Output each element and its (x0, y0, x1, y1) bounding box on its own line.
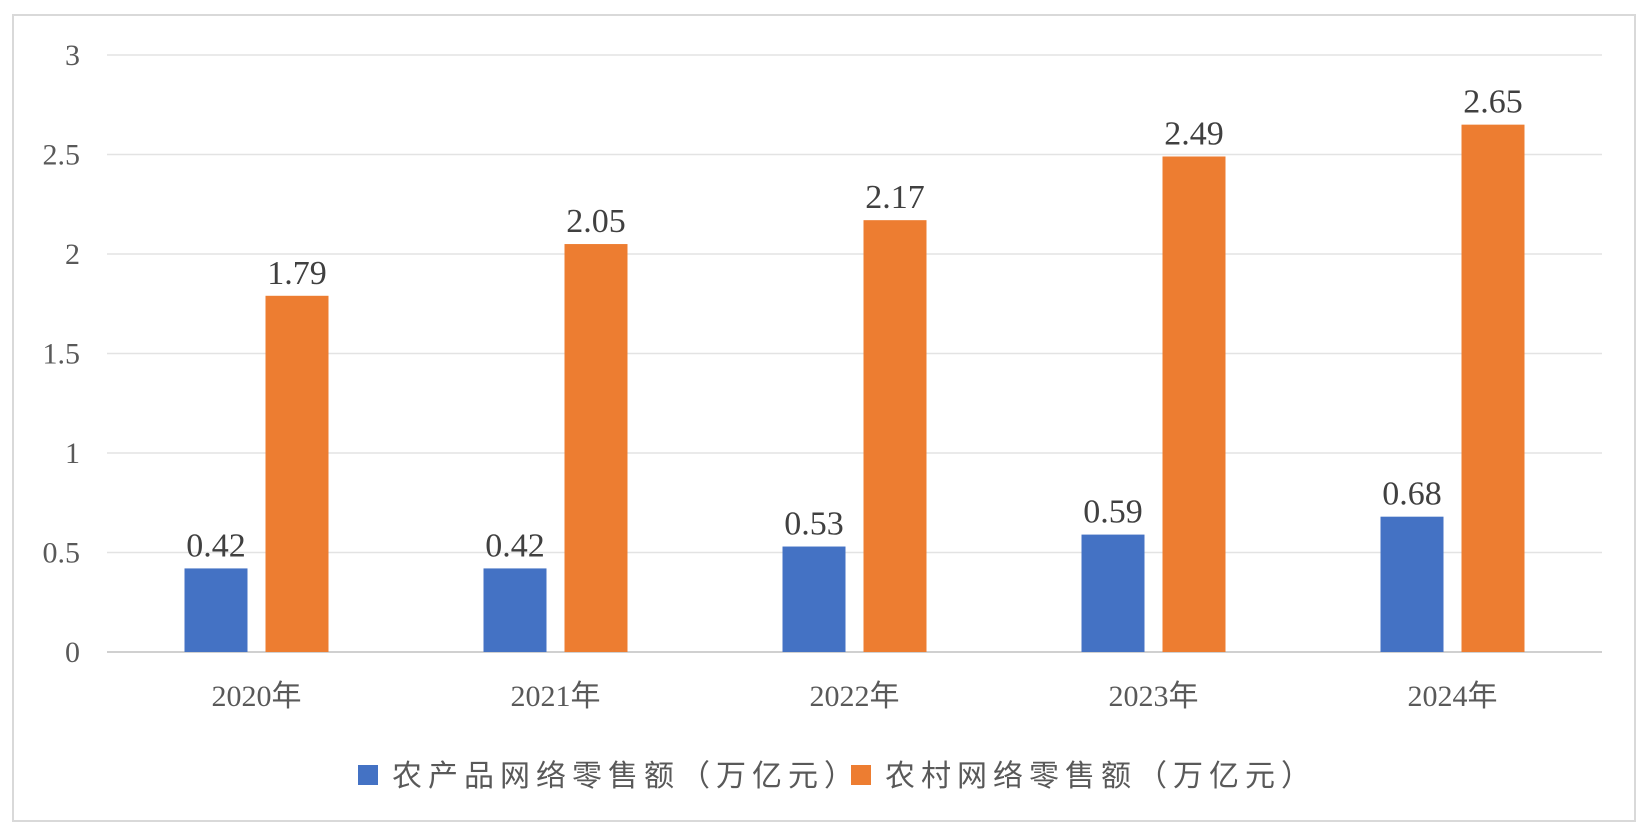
x-tick-label: 2020年 (212, 680, 302, 713)
x-tick-label: 2022年 (810, 680, 900, 713)
bar-series-2 (1461, 124, 1525, 652)
bar-series-1 (782, 546, 846, 652)
y-axis-ticks: 0 0.5 1 1.5 2 2.5 3 (43, 39, 81, 669)
bars (184, 124, 1525, 653)
bar-series-2 (863, 220, 927, 653)
data-label: 0.42 (186, 527, 246, 564)
legend-swatch-series-1 (358, 765, 378, 785)
data-label: 0.68 (1382, 476, 1442, 513)
y-tick-label: 1.5 (43, 338, 81, 371)
data-label: 0.42 (485, 527, 545, 564)
bar-series-2 (564, 244, 628, 653)
legend-swatch-series-2 (851, 765, 871, 785)
data-label: 2.49 (1164, 115, 1224, 152)
y-tick-label: 1 (65, 437, 80, 470)
y-tick-label: 2 (65, 238, 80, 271)
y-tick-label: 0.5 (43, 537, 81, 570)
data-label: 0.53 (784, 506, 844, 543)
bar-series-2 (265, 295, 329, 652)
bar-series-2 (1162, 156, 1226, 653)
x-axis-ticks: 2020年 2021年 2022年 2023年 2024年 (212, 680, 1498, 713)
x-tick-label: 2024年 (1408, 680, 1498, 713)
legend: 农产品网络零售额（万亿元） 农村网络零售额（万亿元） (358, 759, 1317, 794)
x-tick-label: 2021年 (511, 680, 601, 713)
data-label: 1.79 (267, 255, 327, 292)
data-label: 2.17 (865, 179, 925, 216)
gridlines (107, 54, 1602, 653)
y-tick-label: 2.5 (43, 139, 81, 172)
bar-series-1 (1081, 534, 1145, 652)
data-label: 0.59 (1083, 494, 1143, 531)
legend-label-series-1: 农产品网络零售额（万亿元） (392, 759, 860, 794)
legend-label-series-2: 农村网络零售额（万亿元） (885, 759, 1317, 794)
y-tick-label: 0 (65, 636, 80, 669)
data-label: 2.05 (566, 203, 626, 240)
bar-series-1 (483, 568, 547, 652)
data-label: 2.65 (1463, 84, 1523, 121)
y-tick-label: 3 (65, 39, 80, 72)
data-labels: 0.42 1.79 0.42 2.05 0.53 2.17 0.59 2.49 0.68 2.65 (186, 84, 1523, 565)
x-tick-label: 2023年 (1109, 680, 1199, 713)
bar-series-1 (184, 568, 248, 652)
bar-series-1 (1380, 516, 1444, 652)
